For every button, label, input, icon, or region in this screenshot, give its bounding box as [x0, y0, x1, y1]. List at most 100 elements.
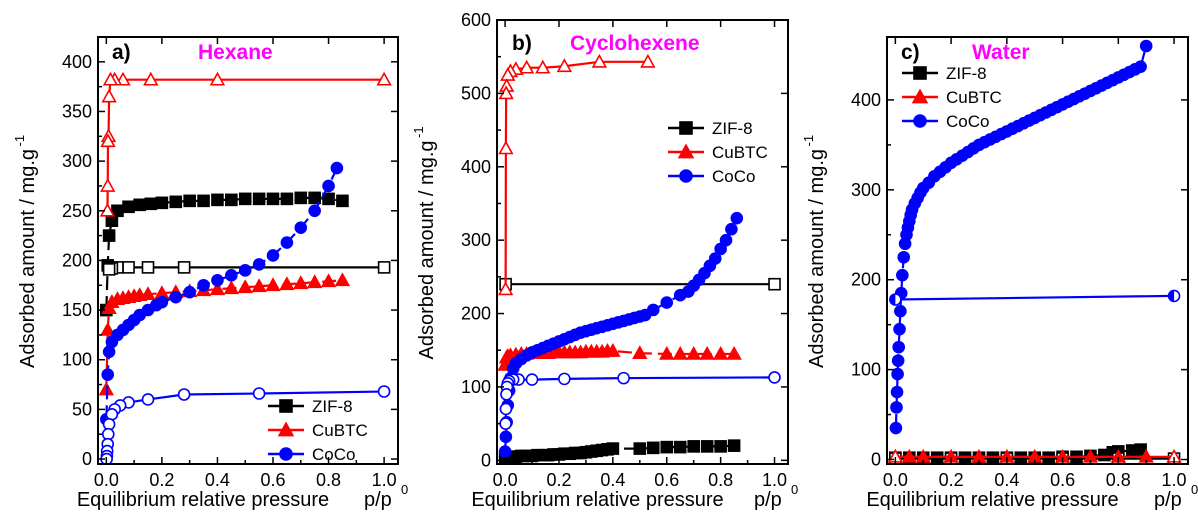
y-tick-label: 0	[82, 449, 92, 469]
series-line	[106, 78, 385, 211]
plot-area	[497, 53, 781, 464]
y-tick-label: 300	[851, 180, 881, 200]
data-point	[894, 304, 907, 318]
x-axis-label: Equilibrium relative pressure	[77, 489, 329, 511]
data-point	[893, 322, 906, 336]
data-point	[558, 372, 571, 386]
data-point	[687, 440, 700, 453]
x-tick-label: 0.6	[654, 470, 679, 490]
data-point	[334, 272, 351, 287]
legend-marker	[279, 447, 293, 461]
legend-item: CoCo	[902, 112, 989, 131]
data-point	[322, 192, 335, 206]
legend: ZIF-8 CuBTC CoCo	[668, 119, 768, 186]
data-point	[646, 303, 660, 317]
data-point	[556, 58, 573, 73]
data-point	[640, 53, 656, 68]
data-point	[280, 236, 294, 249]
x-tick-label: 0.6	[260, 470, 285, 490]
data-point	[122, 200, 135, 214]
data-point	[279, 276, 295, 291]
data-point	[699, 345, 715, 360]
y-tick-label: 250	[62, 201, 92, 221]
data-point	[591, 53, 608, 68]
data-point	[891, 354, 905, 367]
x-axis-unit-subscript: 0	[1191, 482, 1198, 497]
legend-label: ZIF-8	[712, 119, 753, 138]
x-axis-unit: p/p	[1154, 489, 1182, 511]
legend: ZIF-8 CuBTC CoCo	[268, 397, 368, 464]
x-tick-label: 0.4	[205, 470, 230, 490]
data-point	[155, 196, 169, 210]
series-zif8-desorption	[102, 261, 391, 276]
data-point	[197, 278, 210, 292]
panel-label: c)	[901, 41, 920, 64]
chart-title: Hexane	[198, 41, 273, 64]
data-point	[498, 445, 512, 458]
data-point	[617, 371, 630, 385]
data-point	[100, 133, 116, 148]
data-point	[377, 385, 391, 398]
data-point	[280, 192, 294, 206]
legend-marker	[913, 66, 927, 80]
plot-frame	[496, 19, 789, 465]
data-point	[660, 440, 674, 454]
data-point	[266, 192, 280, 206]
legend-label: CuBTC	[946, 88, 1002, 107]
data-point	[143, 71, 159, 86]
data-point	[892, 340, 906, 354]
data-point	[725, 222, 738, 236]
data-point	[889, 293, 902, 306]
x-axis-unit: p/p	[364, 489, 392, 511]
data-point	[377, 261, 391, 274]
data-point	[633, 442, 647, 455]
y-tick-label: 100	[461, 377, 491, 397]
y-tick-label: 50	[72, 399, 92, 419]
data-point	[252, 192, 266, 206]
x-axis-unit-subscript: 0	[401, 482, 408, 497]
x-tick-label: 0.0	[883, 470, 908, 490]
data-point	[727, 439, 741, 452]
series-line	[895, 294, 1175, 301]
y-tick-label: 0	[481, 450, 491, 470]
data-point	[700, 440, 714, 453]
y-axis-label: Adsorbed amount / mg.g	[17, 149, 39, 368]
data-point	[225, 269, 238, 282]
series-line	[504, 376, 775, 424]
data-point	[209, 281, 226, 296]
data-point	[140, 286, 156, 301]
x-tick-label: 1.0	[762, 470, 787, 490]
legend-item: ZIF-8	[902, 64, 987, 83]
data-point	[294, 191, 308, 205]
y-tick-label: 100	[62, 350, 92, 370]
data-point	[100, 321, 116, 336]
data-point	[499, 402, 513, 416]
y-tick-label: 300	[461, 230, 491, 250]
chart-panel-2: 0.0 0.2 0.4 0.6 0.8 1.0 0 100 200 300 400 500 600 Equ…	[411, 10, 798, 511]
data-point	[632, 345, 648, 360]
data-point	[673, 440, 687, 454]
legend-item: CuBTC	[902, 88, 1002, 107]
legend-label: CoCo	[946, 112, 989, 131]
legend-marker	[913, 114, 927, 128]
y-axis-label: Adsorbed amount / mg.g	[416, 140, 438, 359]
plot-area	[98, 71, 392, 464]
data-point	[100, 177, 116, 192]
data-point	[209, 71, 226, 86]
data-point	[252, 387, 266, 400]
legend-item: CoCo	[668, 167, 755, 186]
y-tick-label: 600	[461, 10, 491, 30]
data-point	[144, 197, 158, 211]
x-axis-unit: p/p	[754, 489, 782, 511]
legend-marker	[677, 143, 695, 159]
data-point	[686, 345, 702, 360]
data-point	[714, 440, 727, 453]
y-tick-label: 200	[851, 270, 881, 290]
data-point	[535, 59, 551, 74]
legend-label: ZIF-8	[946, 64, 987, 83]
legend-marker	[911, 88, 929, 104]
legend: ZIF-8 CuBTC CoCo	[902, 64, 1002, 131]
series-line	[894, 45, 1148, 429]
plot-area	[887, 39, 1182, 464]
data-point	[102, 229, 116, 242]
